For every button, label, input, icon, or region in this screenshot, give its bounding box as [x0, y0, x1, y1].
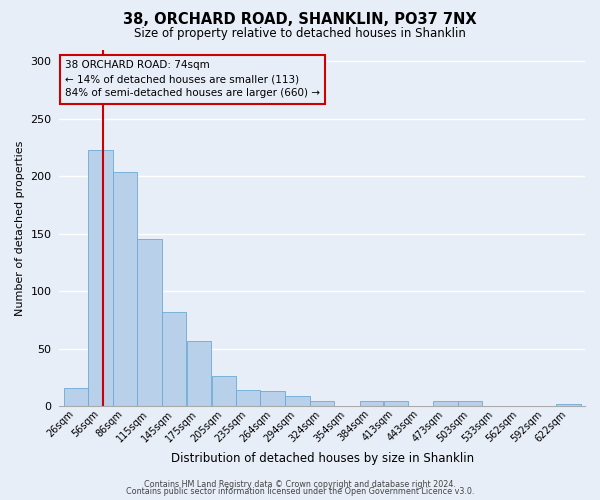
Bar [458, 402, 482, 406]
Text: Size of property relative to detached houses in Shanklin: Size of property relative to detached ho… [134, 28, 466, 40]
Y-axis label: Number of detached properties: Number of detached properties [15, 140, 25, 316]
Bar [359, 402, 383, 406]
X-axis label: Distribution of detached houses by size in Shanklin: Distribution of detached houses by size … [170, 452, 474, 465]
Bar [64, 388, 88, 406]
Bar [187, 340, 211, 406]
Bar [137, 240, 161, 406]
Bar [433, 402, 458, 406]
Text: 38, ORCHARD ROAD, SHANKLIN, PO37 7NX: 38, ORCHARD ROAD, SHANKLIN, PO37 7NX [123, 12, 477, 28]
Bar [285, 396, 310, 406]
Bar [556, 404, 581, 406]
Bar [212, 376, 236, 406]
Bar [113, 172, 137, 406]
Text: Contains HM Land Registry data © Crown copyright and database right 2024.: Contains HM Land Registry data © Crown c… [144, 480, 456, 489]
Text: 38 ORCHARD ROAD: 74sqm
← 14% of detached houses are smaller (113)
84% of semi-de: 38 ORCHARD ROAD: 74sqm ← 14% of detached… [65, 60, 320, 98]
Bar [162, 312, 187, 406]
Bar [383, 402, 408, 406]
Text: Contains public sector information licensed under the Open Government Licence v3: Contains public sector information licen… [126, 487, 474, 496]
Bar [88, 150, 113, 406]
Bar [310, 402, 334, 406]
Bar [236, 390, 260, 406]
Bar [260, 391, 285, 406]
